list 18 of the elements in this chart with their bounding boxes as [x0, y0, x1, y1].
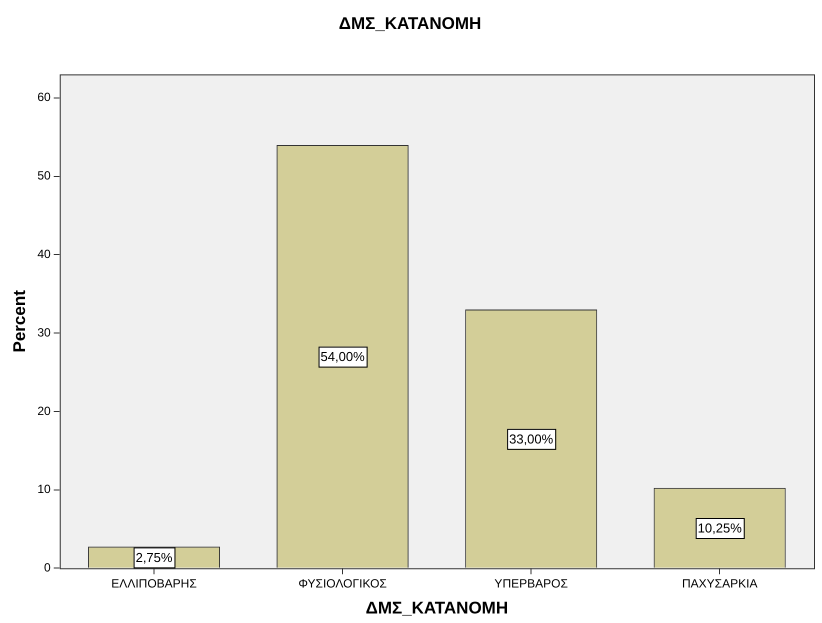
data-label: 54,00% — [320, 349, 366, 364]
x-tick-label: ΕΛΛΙΠΟΒΑΡΗΣ — [111, 576, 197, 591]
y-axis-title: Percent — [10, 290, 29, 352]
chart-title: ΔΜΣ_ΚΑΤΑΝΟΜΗ — [338, 14, 482, 33]
y-tick-label: 60 — [37, 90, 52, 104]
y-tick-label: 20 — [37, 404, 52, 418]
y-tick-label: 40 — [37, 246, 52, 261]
x-tick-label: ΥΠΕΡΒΑΡΟΣ — [494, 576, 568, 591]
data-label: 2,75% — [136, 550, 173, 565]
x-axis-title: ΔΜΣ_ΚΑΤΑΝΟΜΗ — [366, 598, 508, 618]
data-label: 10,25% — [698, 520, 742, 536]
y-tick-label: 10 — [37, 482, 52, 496]
data-label: 33,00% — [509, 431, 554, 446]
x-tick-label: ΦΥΣΙΟΛΟΓΙΚΟΣ — [298, 576, 387, 591]
y-tick-label: 50 — [37, 168, 52, 183]
y-tick-label: 30 — [37, 325, 52, 340]
y-tick-label: 0 — [44, 560, 52, 575]
x-tick-label: ΠΑΧΥΣΑΡΚΙΑ — [682, 576, 758, 591]
